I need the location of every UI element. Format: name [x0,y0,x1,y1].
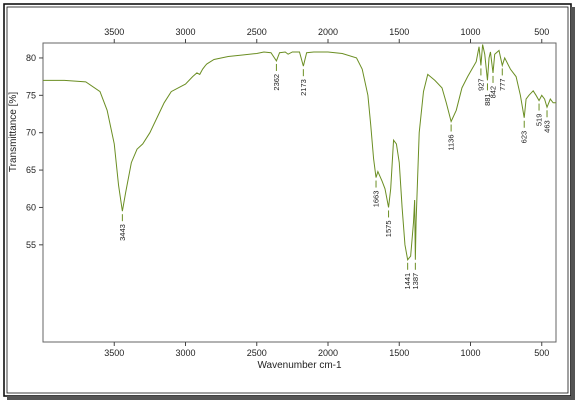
peak-label-623: 623 [520,131,529,144]
bottom-tick-label: 2500 [247,348,267,358]
top-tick-label: 2000 [318,27,338,37]
left-axis-ticks: 55 60 65 70 75 80 [26,53,43,250]
peak-label-463: 463 [543,120,552,133]
left-tick-label: 75 [26,90,36,100]
top-tick-label: 2500 [247,27,267,37]
peak-label-881: 881 [483,93,492,106]
top-tick-label: 500 [534,27,549,37]
top-tick-label: 3000 [175,27,195,37]
bottom-tick-label: 1000 [460,348,480,358]
peak-label-2362: 2362 [272,74,281,91]
bottom-tick-label: 1500 [389,348,409,358]
peak-label-1387: 1387 [411,273,420,290]
bottom-tick-label: 2000 [318,348,338,358]
frame-shadow-bottom [7,396,575,400]
peak-label-2173: 2173 [299,79,308,96]
peak-label-842: 842 [489,86,498,99]
frame-shadow-right [571,7,575,399]
x-axis-label: Wavenumber cm-1 [257,360,342,371]
peak-label-1663: 1663 [372,191,381,208]
left-tick-label: 80 [26,53,36,63]
peak-label-1441: 1441 [403,273,412,290]
peak-label-777: 777 [498,78,507,91]
peak-label-927: 927 [476,78,485,91]
top-tick-label: 1500 [389,27,409,37]
spectrum-line [43,44,556,261]
peak-label-1575: 1575 [384,221,393,238]
left-tick-label: 55 [26,240,36,250]
y-axis-label: Transmittance [%] [8,92,19,172]
left-tick-label: 65 [26,165,36,175]
peak-label-519: 519 [535,114,544,127]
bottom-tick-label: 3000 [175,348,195,358]
bottom-axis-ticks: 3500 3000 2500 2000 1500 1000 500 [104,342,549,358]
plot-area [42,42,557,343]
bottom-tick-label: 3500 [104,348,124,358]
top-axis-ticks: 3500 3000 2500 2000 1500 1000 500 [104,27,549,43]
inner-frame-border [6,6,569,394]
left-tick-label: 70 [26,128,36,138]
peak-label-1136: 1136 [447,135,456,151]
top-tick-label: 1000 [460,27,480,37]
left-tick-label: 60 [26,202,36,212]
outer-frame-border [3,3,572,397]
top-tick-label: 3500 [104,27,124,37]
bottom-tick-label: 500 [534,348,549,358]
peak-label-3443: 3443 [118,224,127,241]
